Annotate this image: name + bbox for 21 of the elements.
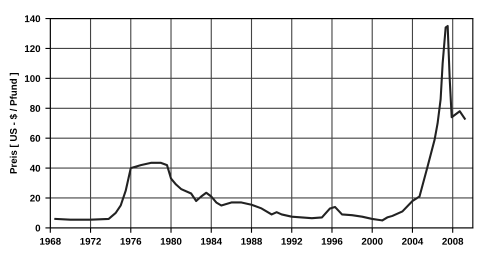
y-tick-label: 20 (30, 194, 40, 202)
y-tick-label: 0 (36, 224, 40, 232)
x-tick-label: 2000 (362, 238, 383, 245)
y-tick-label: 140 (24, 15, 40, 22)
x-tick-label: 1968 (40, 238, 61, 245)
y-tick-label: 100 (24, 75, 40, 82)
x-tick-label: 2004 (402, 238, 424, 245)
y-tick-label: 60 (30, 134, 40, 142)
y-tick-label: 120 (24, 45, 40, 52)
y-tick-label: 40 (30, 164, 40, 172)
y-tick-label: 80 (30, 105, 40, 112)
x-tick-label: 1992 (282, 238, 302, 245)
x-tick-label: 1976 (120, 238, 142, 245)
line-series (54, 24, 466, 222)
x-tick-label: 1972 (80, 238, 101, 245)
y-axis-title: Preis [ US - $ / Pfund ] (10, 72, 19, 174)
x-tick-label: 1980 (160, 238, 182, 245)
x-tick-label: 2008 (442, 238, 464, 245)
x-tick-label: 1988 (241, 238, 262, 245)
x-tick-label: 1984 (201, 238, 222, 245)
x-tick-label: 1996 (322, 238, 342, 245)
